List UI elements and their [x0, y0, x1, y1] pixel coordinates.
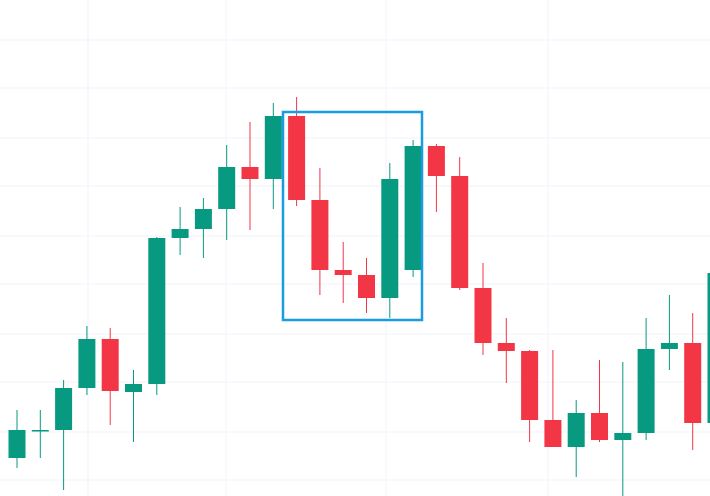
candles — [8, 97, 710, 496]
candle-body — [288, 116, 306, 200]
candle-body — [381, 179, 399, 298]
candle-body — [614, 433, 632, 440]
candle-body — [194, 209, 212, 229]
candle-body — [55, 388, 73, 430]
candle-body — [125, 384, 142, 392]
candle-body — [241, 167, 259, 179]
candle-body — [637, 349, 655, 433]
candle-body — [544, 420, 562, 447]
candle-body — [474, 288, 492, 343]
candle-body — [8, 430, 26, 458]
candle-body — [660, 343, 678, 349]
candle-body — [684, 343, 702, 423]
candle-body — [427, 146, 445, 176]
candle-body — [451, 176, 469, 288]
candle-body — [497, 343, 515, 351]
candle-body — [148, 238, 166, 384]
candle-body — [264, 116, 282, 179]
candle-body — [218, 167, 236, 209]
candle-body — [521, 351, 539, 420]
candle-body — [591, 413, 608, 440]
candle-body — [311, 200, 329, 270]
candle-body — [707, 273, 710, 423]
highlight-box — [281, 110, 424, 322]
candle-body — [567, 413, 585, 447]
candle-body — [358, 275, 375, 298]
candle-body — [101, 339, 119, 391]
candle-body — [404, 146, 422, 270]
candle-body — [171, 229, 189, 238]
candle-body — [334, 270, 352, 275]
candle-body — [78, 339, 96, 388]
candle-body — [31, 430, 49, 432]
